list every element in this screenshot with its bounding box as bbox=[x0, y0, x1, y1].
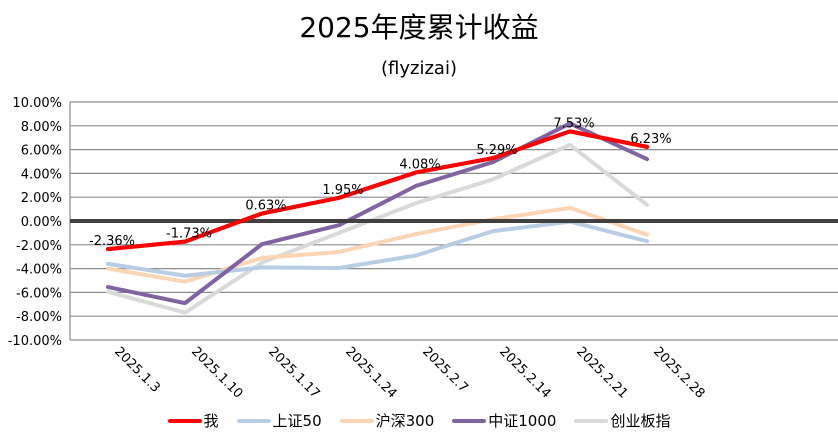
chart-subtitle: (flyzizai) bbox=[381, 58, 457, 79]
series-line-3 bbox=[106, 121, 649, 306]
x-tick-label: 2025.2.7 bbox=[419, 344, 471, 396]
data-label: 1.95% bbox=[322, 183, 363, 198]
data-labels: -2.36% -1.73% 0.63% 1.95% 4.08% 5.29% 7.53% 6.2… bbox=[89, 116, 672, 249]
legend-label: 创业板指 bbox=[610, 412, 671, 430]
y-tick-label: -6.00% bbox=[16, 286, 62, 301]
legend-item: 沪深300 bbox=[339, 410, 435, 431]
data-label: 0.63% bbox=[245, 199, 286, 214]
series-line-1 bbox=[106, 219, 649, 278]
x-tick-label: 2025.2.21 bbox=[573, 344, 630, 401]
legend-item: 我 bbox=[167, 410, 219, 431]
x-axis-tick-labels: 2025.1.3 2025.1.10 2025.1.17 2025.1.24 2025.… bbox=[111, 344, 707, 401]
series-line-2 bbox=[106, 205, 649, 284]
data-label: 4.08% bbox=[399, 157, 440, 172]
legend-item: 创业板指 bbox=[574, 410, 670, 431]
legend-item: 中证1000 bbox=[452, 410, 556, 431]
legend: 我 上证50 沪深300 中证1000 创业板指 bbox=[0, 410, 838, 431]
legend-swatch bbox=[574, 418, 609, 423]
data-label: 6.23% bbox=[630, 132, 671, 147]
legend-swatch bbox=[236, 418, 271, 423]
y-tick-label: 8.00% bbox=[21, 120, 62, 135]
y-tick-label: -10.00% bbox=[8, 334, 62, 349]
series-line-me-top bbox=[106, 129, 649, 252]
legend-swatch bbox=[339, 418, 374, 423]
data-label: 7.53% bbox=[553, 116, 594, 131]
series-lines bbox=[106, 121, 649, 315]
y-tick-label: -8.00% bbox=[16, 310, 62, 325]
data-label: -2.36% bbox=[89, 234, 135, 249]
legend-label: 我 bbox=[203, 412, 219, 430]
y-tick-label: 6.00% bbox=[21, 144, 62, 159]
x-tick-label: 2025.2.28 bbox=[650, 344, 707, 401]
y-tick-label: 4.00% bbox=[21, 167, 62, 182]
data-label: 5.29% bbox=[476, 143, 517, 158]
y-tick-label: 0.00% bbox=[21, 215, 62, 230]
legend-swatch bbox=[167, 418, 202, 423]
zero-line bbox=[70, 129, 838, 252]
chart-title: 2025年度累计收益 bbox=[299, 11, 539, 44]
y-tick-label: 2.00% bbox=[21, 191, 62, 206]
y-tick-label: -2.00% bbox=[16, 239, 62, 254]
x-tick-label: 2025.1.17 bbox=[265, 344, 322, 401]
x-tick-label: 2025.2.14 bbox=[496, 344, 553, 401]
x-tick-label: 2025.1.3 bbox=[111, 344, 163, 396]
data-label: -1.73% bbox=[166, 227, 212, 242]
y-axis-tick-labels: 10.00% 8.00% 6.00% 4.00% 2.00% 0.00% -2.00% -4.… bbox=[8, 96, 62, 349]
legend-label: 中证1000 bbox=[488, 412, 557, 430]
x-tick-label: 2025.1.10 bbox=[188, 344, 245, 401]
y-tick-label: 10.00% bbox=[12, 96, 62, 111]
x-tick-label: 2025.1.24 bbox=[342, 344, 399, 401]
series-line-4 bbox=[106, 142, 649, 315]
legend-label: 上证50 bbox=[272, 412, 322, 430]
legend-swatch bbox=[452, 418, 487, 423]
y-tick-label: -4.00% bbox=[16, 263, 62, 278]
legend-label: 沪深300 bbox=[375, 412, 435, 430]
legend-item: 上证50 bbox=[236, 410, 322, 431]
